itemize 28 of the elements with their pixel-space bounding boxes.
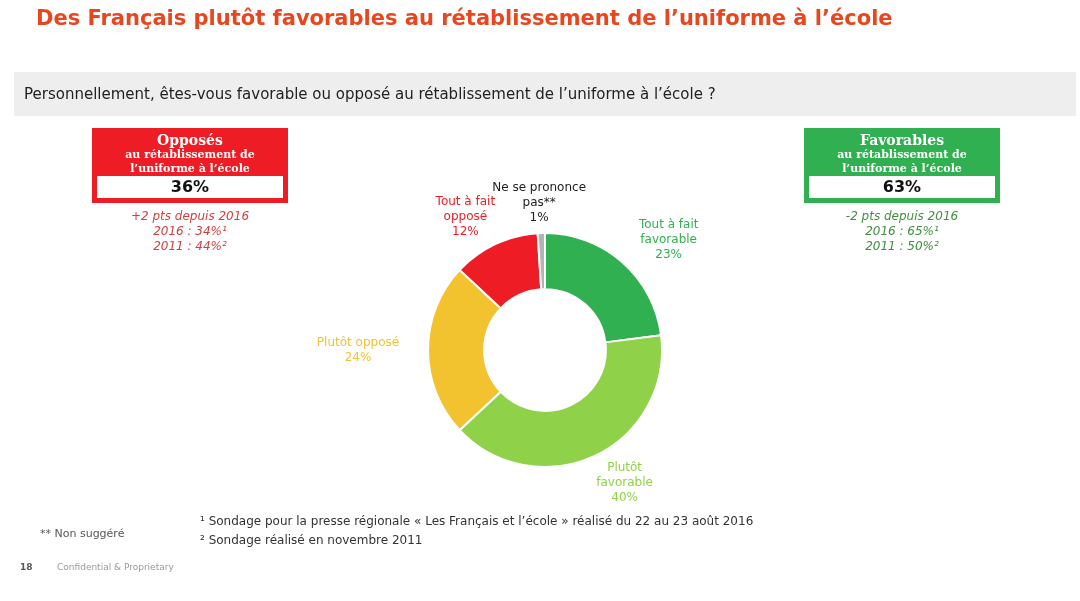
text: Opposés [156, 132, 224, 148]
text: au rétablissement de l’uniforme à l’école [124, 148, 256, 176]
text: 63% [809, 176, 995, 198]
slice-label: Plutôt favorable [596, 460, 653, 490]
text: 2011 : 50%² [865, 239, 939, 253]
chart-title: Des Français plutôt favorables au rétablissement de l’uniforme à l’école [36, 6, 893, 30]
text: -2 pts depuis 2016 [845, 209, 959, 223]
data-label: 1% [529, 210, 549, 225]
text: au rétablissement de l’uniforme à l’école [836, 148, 968, 176]
chart-subtitle: Personnellement, êtes-vous favorable ou opposé au rétablissement de l’uniforme à l’école ? [14, 72, 1076, 116]
data-label: 23% [655, 246, 682, 261]
slice-label: Plutôt opposé [316, 334, 400, 349]
text: Favorables [858, 132, 946, 148]
text: +2 pts depuis 2016 [130, 209, 250, 223]
data-label: 12% [452, 224, 479, 239]
slice-label: Tout à fait opposé [434, 194, 496, 224]
text: ² Sondage réalisé en novembre 2011 [200, 533, 423, 547]
data-label: 40% [611, 490, 638, 505]
text: 2016 : 34%¹ [153, 224, 227, 238]
text: ¹ Sondage pour la presse régionale « Les Français et l’école » réalisé du 22 au 23 août 2016 [200, 514, 754, 528]
text: 2016 : 65%¹ [865, 224, 939, 238]
text: 36% [97, 176, 283, 198]
text: 2011 : 44%² [153, 239, 227, 253]
text: 18 [20, 562, 33, 572]
data-label: 24% [344, 349, 372, 364]
slice-label: Tout à fait favorable [637, 216, 699, 246]
text: ** Non suggéré [40, 527, 125, 540]
text: Confidential & Proprietary [57, 562, 174, 572]
